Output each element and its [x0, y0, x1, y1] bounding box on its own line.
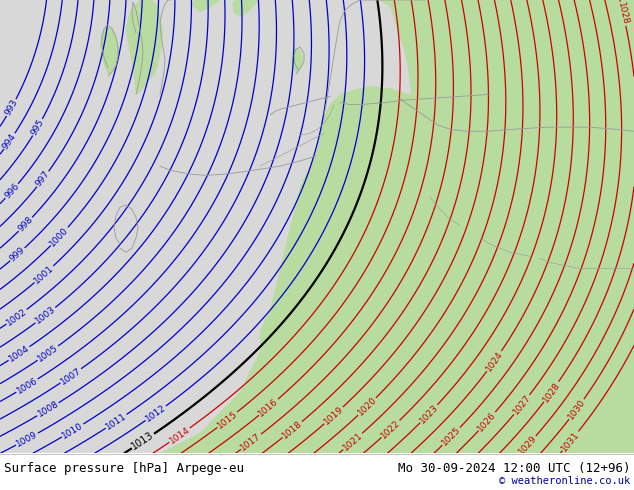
Polygon shape [126, 0, 163, 95]
Polygon shape [566, 41, 582, 66]
Text: 1014: 1014 [167, 425, 191, 445]
Text: 1024: 1024 [484, 349, 505, 373]
Text: 1016: 1016 [257, 396, 280, 418]
Text: 1008: 1008 [36, 399, 60, 419]
Text: 1018: 1018 [281, 419, 304, 441]
Text: 997: 997 [34, 170, 52, 189]
Polygon shape [400, 0, 634, 92]
Text: 1003: 1003 [34, 305, 57, 326]
Text: 1002: 1002 [4, 306, 29, 327]
Text: 995: 995 [29, 118, 46, 137]
Text: 1026: 1026 [476, 410, 498, 433]
Text: 1011: 1011 [104, 411, 128, 432]
Polygon shape [516, 29, 532, 53]
Text: 1015: 1015 [216, 409, 239, 430]
Polygon shape [0, 0, 634, 453]
Text: 1025: 1025 [440, 425, 463, 448]
Text: Surface pressure [hPa] Arpege-eu: Surface pressure [hPa] Arpege-eu [4, 462, 244, 475]
Text: 996: 996 [3, 182, 21, 200]
Text: 1027: 1027 [511, 393, 533, 416]
Polygon shape [380, 0, 634, 141]
Text: 1010: 1010 [60, 421, 85, 441]
Text: Mo 30-09-2024 12:00 UTC (12+96): Mo 30-09-2024 12:00 UTC (12+96) [398, 462, 630, 475]
Polygon shape [100, 26, 119, 76]
Text: 1019: 1019 [322, 404, 346, 426]
Text: © weatheronline.co.uk: © weatheronline.co.uk [499, 476, 630, 486]
Text: 1029: 1029 [517, 434, 538, 457]
Text: 994: 994 [1, 132, 18, 151]
Text: 1020: 1020 [356, 395, 378, 418]
Text: 1006: 1006 [15, 376, 39, 395]
Polygon shape [160, 86, 634, 453]
Text: 1000: 1000 [48, 225, 70, 248]
Text: 998: 998 [16, 215, 35, 234]
Text: 1028: 1028 [541, 380, 562, 404]
Text: 1023: 1023 [418, 402, 440, 425]
Text: 999: 999 [8, 245, 27, 264]
Text: 1030: 1030 [566, 397, 587, 421]
Polygon shape [610, 48, 626, 74]
Text: 1028: 1028 [616, 1, 630, 26]
Text: 1017: 1017 [239, 431, 263, 452]
Text: 1004: 1004 [7, 343, 31, 364]
Text: 1005: 1005 [36, 343, 60, 364]
Text: 1022: 1022 [379, 418, 402, 440]
Text: 1007: 1007 [59, 366, 83, 386]
Text: 1021: 1021 [341, 431, 365, 452]
Text: 1013: 1013 [130, 430, 156, 452]
Polygon shape [232, 0, 258, 18]
Polygon shape [291, 48, 303, 74]
Text: 1001: 1001 [32, 264, 56, 285]
Text: 993: 993 [3, 98, 20, 117]
Polygon shape [190, 0, 220, 12]
Polygon shape [465, 21, 482, 43]
Text: 1012: 1012 [144, 403, 167, 424]
Text: 1009: 1009 [15, 430, 39, 449]
Text: 1031: 1031 [560, 429, 581, 453]
